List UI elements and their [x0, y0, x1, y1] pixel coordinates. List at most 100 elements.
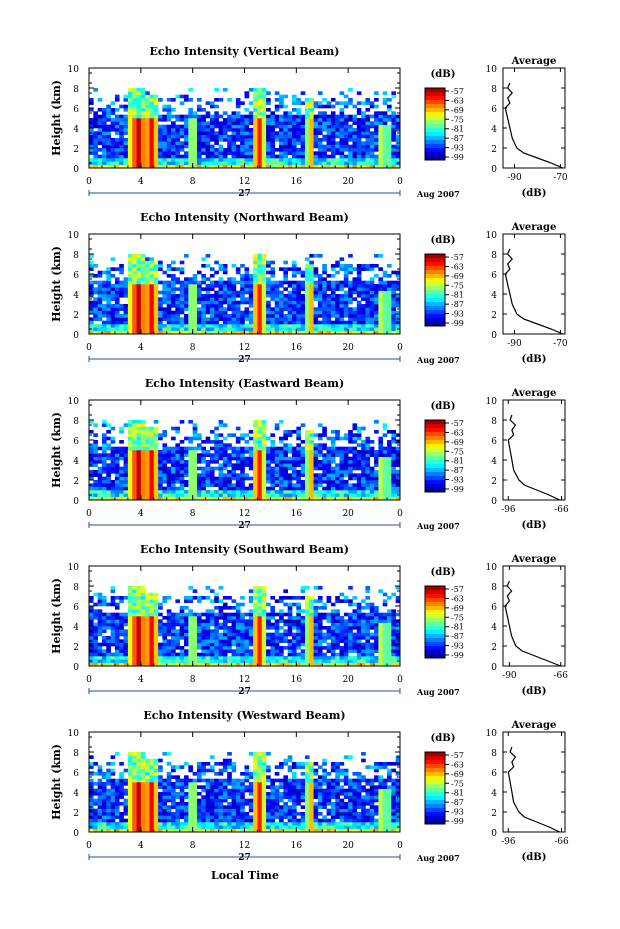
- heatmap-cell: [93, 602, 98, 607]
- heatmap-cell: [378, 453, 384, 457]
- heatmap-cell: [309, 476, 314, 481]
- heatmap-cell: [391, 300, 396, 305]
- heatmap-cell: [248, 134, 254, 139]
- heatmap-cell: [317, 138, 323, 142]
- heatmap-cell: [222, 310, 228, 315]
- heatmap-cell: [257, 111, 263, 115]
- heatmap-cell: [184, 128, 189, 132]
- heatmap-cell: [166, 274, 172, 278]
- heatmap-cell: [188, 456, 193, 461]
- heatmap-cell: [356, 264, 362, 268]
- heatmap-cell: [257, 483, 263, 487]
- heatmap-cell: [205, 440, 211, 444]
- heatmap-cell: [162, 493, 168, 497]
- heatmap-cell: [352, 453, 358, 457]
- heatmap-cell: [209, 662, 215, 667]
- heatmap-cell: [330, 453, 336, 457]
- heatmap-cell: [313, 307, 319, 311]
- heatmap-cell: [127, 314, 133, 318]
- heatmap-cell: [179, 287, 185, 291]
- heatmap-cell: [343, 450, 349, 454]
- heatmap-cell: [101, 131, 107, 135]
- heatmap-cell: [365, 300, 371, 305]
- heatmap-cell: [179, 324, 185, 328]
- heatmap-cell: [343, 290, 349, 295]
- heatmap-cell: [356, 148, 362, 152]
- heatmap-cell: [184, 639, 189, 643]
- heatmap-cell: [158, 659, 163, 663]
- heatmap-cell: [205, 264, 211, 268]
- heatmap-cell: [145, 94, 150, 99]
- heatmap-cell: [145, 270, 150, 275]
- heatmap-cell: [132, 310, 137, 315]
- heatmap-cell: [231, 486, 237, 491]
- heatmap-cell: [145, 493, 150, 497]
- heatmap-cell: [188, 453, 193, 457]
- y-tick-label: 0: [73, 497, 79, 507]
- colorbar-segment: [425, 298, 445, 303]
- heatmap-cell: [261, 420, 267, 424]
- heatmap-cell: [387, 304, 392, 308]
- heatmap-cell: [287, 297, 293, 301]
- heatmap-cell: [192, 646, 198, 650]
- heatmap-cell: [391, 473, 396, 477]
- heatmap-cell: [296, 280, 301, 285]
- heatmap-cell: [240, 453, 245, 457]
- heatmap-cell: [110, 290, 116, 295]
- colorbar-segment: [425, 136, 445, 141]
- heatmap-cell: [93, 297, 98, 301]
- heatmap-cell: [391, 307, 396, 311]
- heatmap-cell: [158, 297, 163, 301]
- heatmap-cell: [369, 284, 375, 288]
- heatmap-cell: [348, 440, 353, 444]
- heatmap-cell: [244, 476, 250, 481]
- average-title: Average: [511, 222, 557, 233]
- heatmap-cell: [149, 460, 155, 464]
- y-axis-title: Height (km): [50, 80, 63, 156]
- heatmap-cell: [132, 111, 137, 115]
- heatmap-cell: [140, 473, 146, 477]
- heatmap-cell: [257, 456, 263, 461]
- heatmap-cell: [365, 446, 371, 451]
- heatmap-cell: [171, 646, 176, 650]
- heatmap-cell: [240, 118, 245, 122]
- heatmap-cell: [136, 114, 142, 119]
- heatmap-cell: [283, 453, 288, 457]
- heatmap-cell: [101, 284, 107, 288]
- average-y-tick-label: 10: [486, 65, 498, 75]
- heatmap-cell: [227, 317, 232, 321]
- heatmap-cell: [205, 616, 211, 620]
- heatmap-cell: [266, 317, 271, 321]
- heatmap-cell: [231, 161, 237, 165]
- heatmap-cell: [240, 446, 245, 451]
- heatmap-cell: [132, 642, 137, 647]
- heatmap-cell: [196, 141, 202, 145]
- heatmap-cell: [110, 656, 116, 660]
- heatmap-cell: [352, 436, 358, 441]
- heatmap-cell: [132, 612, 137, 617]
- heatmap-cell: [365, 297, 371, 301]
- heatmap-cell: [374, 264, 379, 268]
- heatmap-cell: [382, 463, 388, 467]
- heatmap-cell: [279, 496, 284, 501]
- heatmap-cell: [119, 659, 124, 663]
- heatmap-cell: [374, 164, 379, 169]
- heatmap-cell: [188, 629, 193, 633]
- heatmap-cell: [205, 476, 211, 481]
- heatmap-cell: [192, 466, 198, 471]
- heatmap-cell: [145, 274, 150, 278]
- heatmap-cell: [123, 496, 129, 501]
- heatmap-cell: [209, 656, 215, 660]
- heatmap-cell: [110, 456, 116, 461]
- colorbar: -57-63-69-75-81-87-93-99: [424, 253, 464, 328]
- heatmap-cell: [110, 426, 116, 431]
- average-y-tick-label: 10: [486, 397, 498, 407]
- heatmap-cell: [382, 131, 388, 135]
- heatmap-cell: [140, 480, 146, 484]
- heatmap-cell: [171, 480, 176, 484]
- heatmap-cell: [127, 104, 133, 109]
- heatmap-cell: [209, 317, 215, 321]
- heatmap-cell: [270, 151, 276, 155]
- heatmap-cell: [391, 158, 396, 162]
- heatmap-cell: [244, 473, 250, 477]
